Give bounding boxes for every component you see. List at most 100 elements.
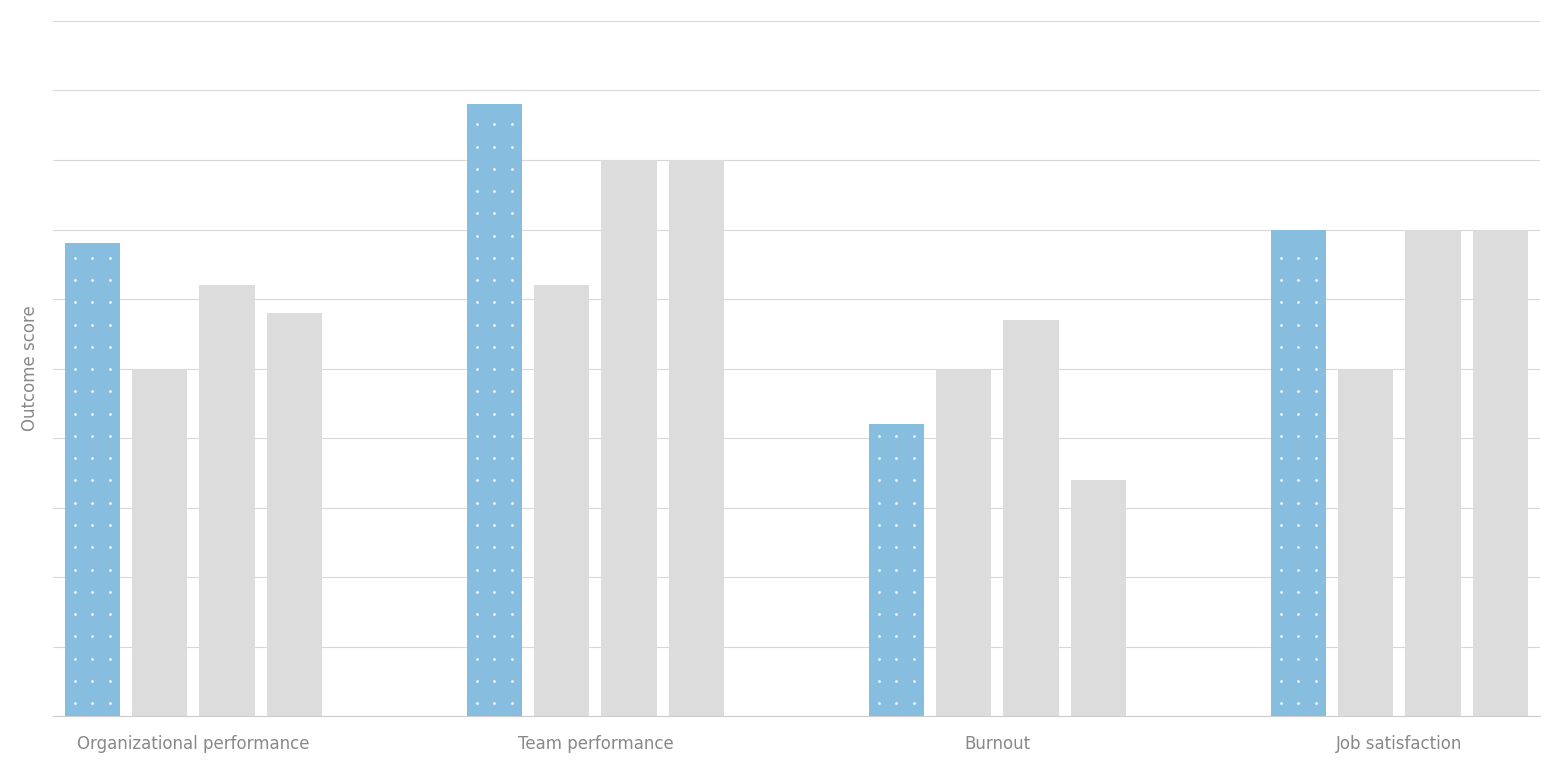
Point	[482, 229, 507, 241]
Point	[482, 385, 507, 398]
Bar	[1004, 320, 1058, 717]
Point	[464, 363, 489, 375]
Bar	[1338, 368, 1394, 717]
Point	[1303, 563, 1328, 576]
Point	[464, 274, 489, 286]
Point	[98, 318, 123, 330]
Point	[482, 274, 507, 286]
Point	[500, 586, 524, 598]
Point	[902, 652, 927, 665]
Point	[1286, 430, 1311, 442]
Point	[482, 519, 507, 531]
Point	[866, 452, 891, 464]
Point	[98, 407, 123, 420]
Bar	[937, 368, 991, 717]
Point	[500, 541, 524, 553]
Bar	[869, 424, 924, 717]
Point	[500, 207, 524, 220]
Point	[1268, 541, 1293, 553]
Point	[884, 697, 909, 709]
Point	[464, 207, 489, 220]
Point	[464, 385, 489, 398]
Point	[80, 274, 105, 286]
Point	[500, 163, 524, 175]
Point	[1286, 697, 1311, 709]
Point	[500, 341, 524, 353]
Bar	[1071, 480, 1125, 717]
Point	[98, 341, 123, 353]
Point	[62, 586, 87, 598]
Point	[1268, 497, 1293, 509]
Point	[80, 430, 105, 442]
Point	[1286, 586, 1311, 598]
Point	[1303, 318, 1328, 330]
Point	[500, 229, 524, 241]
Point	[1268, 407, 1293, 420]
Point	[80, 697, 105, 709]
Point	[482, 675, 507, 687]
Point	[1268, 652, 1293, 665]
Point	[464, 163, 489, 175]
Point	[482, 118, 507, 131]
Point	[1286, 652, 1311, 665]
Point	[500, 697, 524, 709]
Point	[866, 430, 891, 442]
Point	[1268, 341, 1293, 353]
Point	[1286, 474, 1311, 487]
Point	[500, 385, 524, 398]
Point	[902, 586, 927, 598]
Point	[482, 497, 507, 509]
Point	[500, 140, 524, 152]
Point	[482, 318, 507, 330]
Point	[482, 697, 507, 709]
Point	[80, 563, 105, 576]
Point	[1268, 675, 1293, 687]
Point	[1286, 608, 1311, 620]
Point	[866, 652, 891, 665]
Point	[80, 519, 105, 531]
Point	[464, 697, 489, 709]
Point	[98, 586, 123, 598]
Point	[500, 274, 524, 286]
Point	[98, 452, 123, 464]
Point	[1303, 630, 1328, 642]
Point	[500, 519, 524, 531]
Point	[62, 274, 87, 286]
Point	[1286, 519, 1311, 531]
Point	[1286, 675, 1311, 687]
Point	[464, 140, 489, 152]
Point	[80, 497, 105, 509]
Point	[1268, 608, 1293, 620]
Point	[464, 430, 489, 442]
Point	[464, 675, 489, 687]
Point	[482, 207, 507, 220]
Point	[80, 586, 105, 598]
Point	[902, 497, 927, 509]
Point	[464, 341, 489, 353]
Point	[98, 608, 123, 620]
Point	[1268, 630, 1293, 642]
Bar	[467, 104, 521, 717]
Point	[98, 541, 123, 553]
Point	[482, 541, 507, 553]
Point	[500, 430, 524, 442]
Point	[482, 563, 507, 576]
Point	[1268, 519, 1293, 531]
Point	[80, 252, 105, 264]
Point	[1303, 452, 1328, 464]
Point	[62, 608, 87, 620]
Point	[1303, 341, 1328, 353]
Point	[80, 407, 105, 420]
Point	[866, 675, 891, 687]
Point	[1268, 385, 1293, 398]
Point	[902, 541, 927, 553]
Point	[98, 675, 123, 687]
Point	[902, 474, 927, 487]
Point	[1303, 675, 1328, 687]
Point	[1286, 563, 1311, 576]
Point	[98, 697, 123, 709]
Point	[902, 430, 927, 442]
Point	[1286, 541, 1311, 553]
Point	[1286, 274, 1311, 286]
Point	[482, 252, 507, 264]
